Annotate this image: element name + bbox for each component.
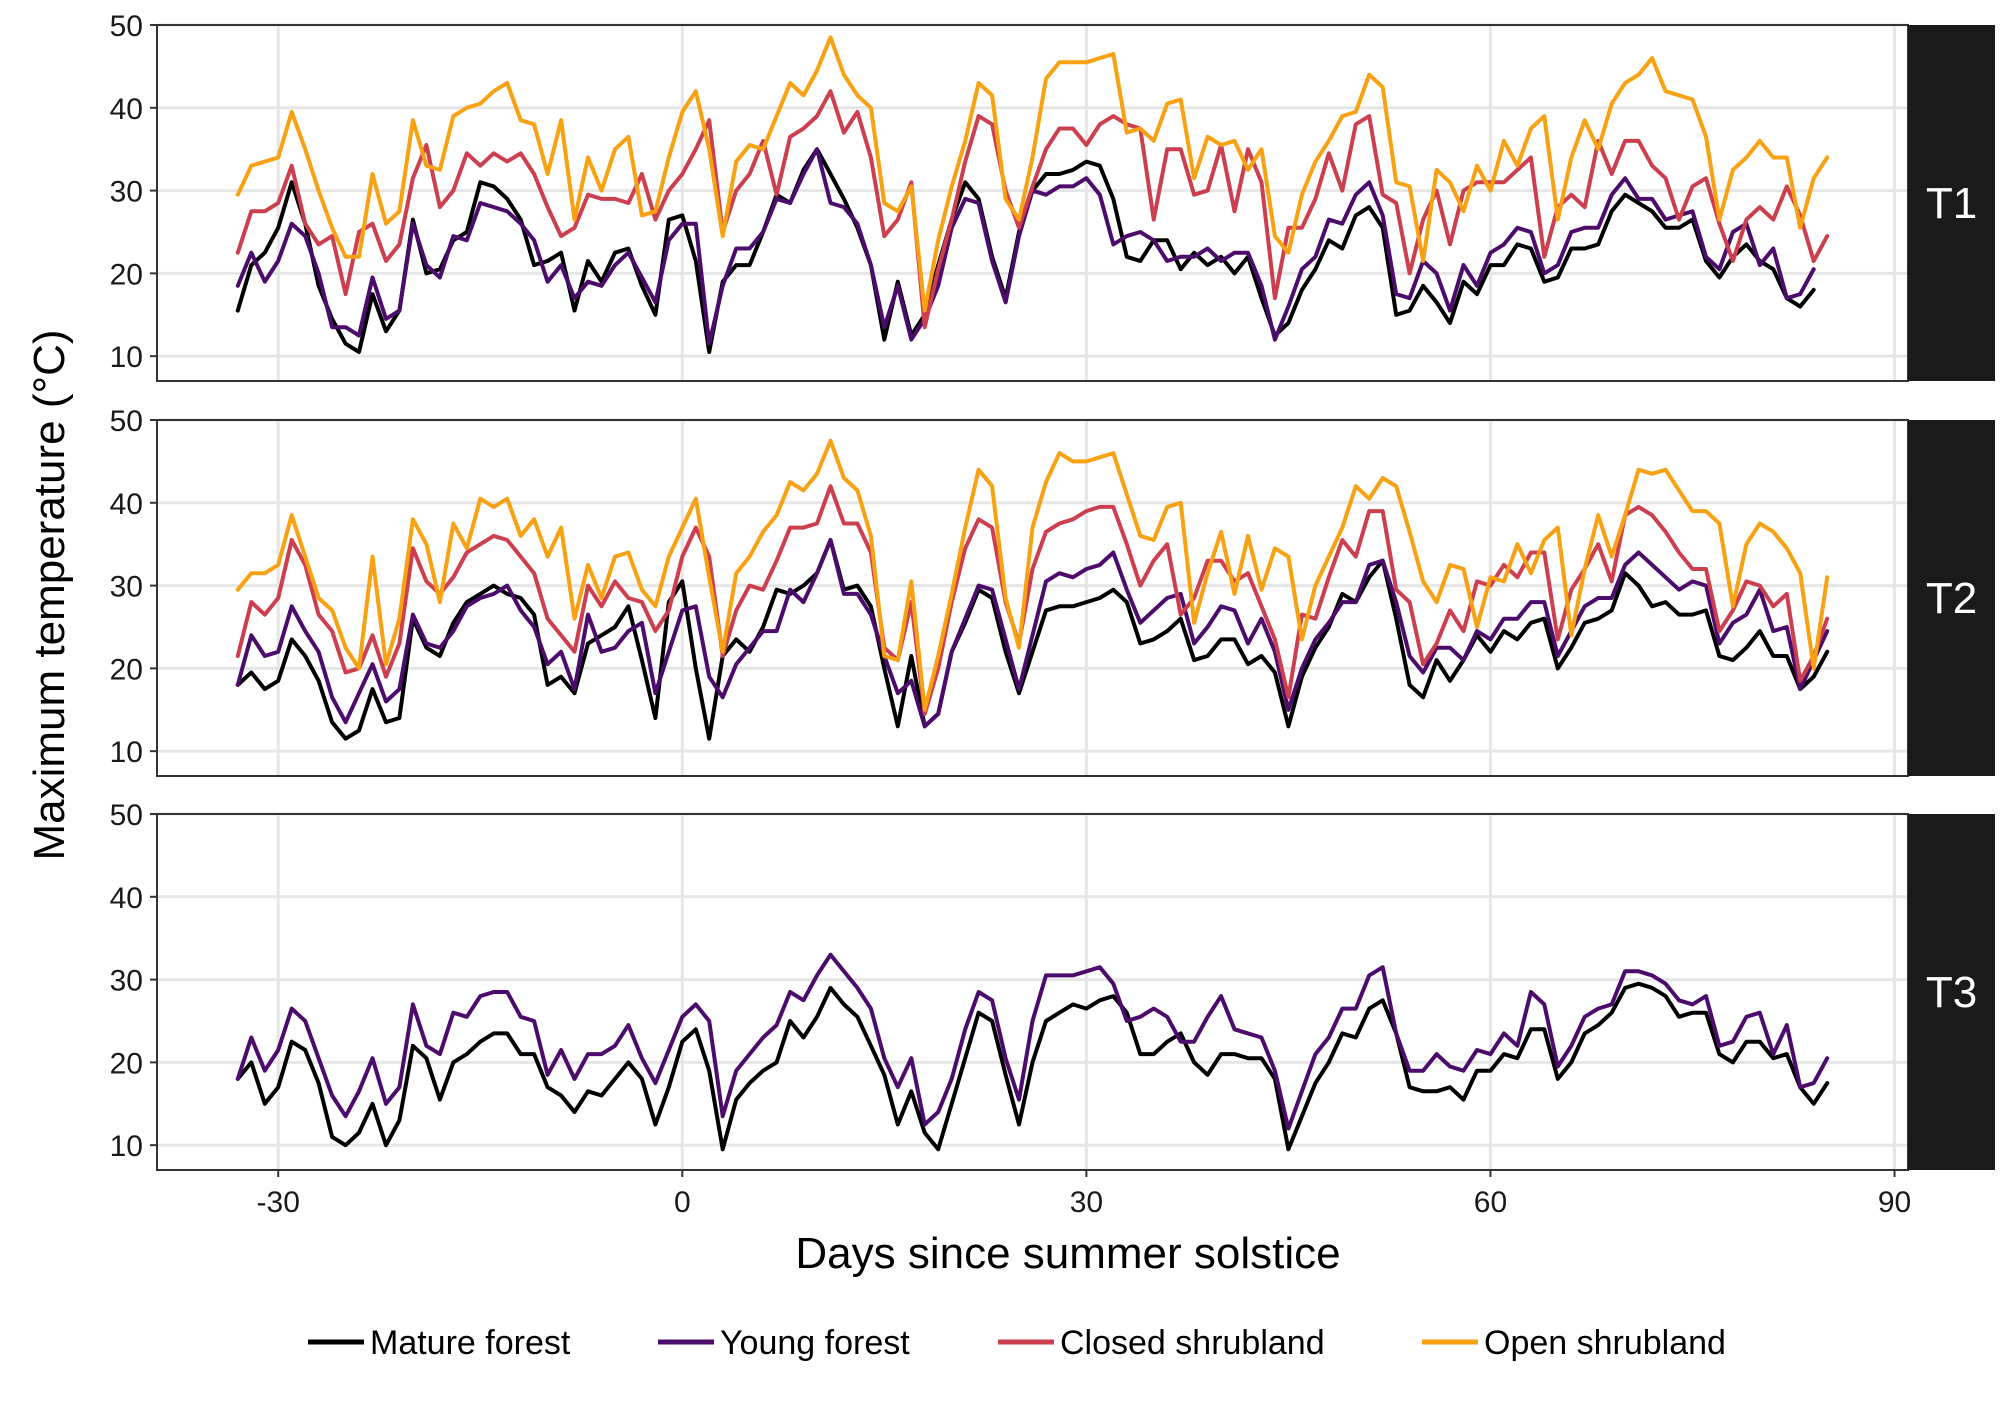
y-tick-label: 30 <box>110 571 143 604</box>
panel-background <box>157 814 1908 1170</box>
y-tick-label: 50 <box>110 799 143 832</box>
x-tick-label: 60 <box>1474 1186 1507 1219</box>
y-tick-label: 20 <box>110 1047 143 1080</box>
y-tick-label: 10 <box>110 736 143 769</box>
panel-t3: 10 20 30 40 50 T3 <box>110 799 1995 1171</box>
series-line-young-forest <box>235 952 1830 1131</box>
panels: 10 20 30 40 50 T1 10 20 30 40 50 T2 10 20 30 40 50 T3 <box>110 10 1995 1171</box>
x-tick-label: 90 <box>1878 1186 1911 1219</box>
y-tick-label: 20 <box>110 653 143 686</box>
panel-t1: 10 20 30 40 50 T1 <box>110 10 1995 382</box>
series-line-mature-forest <box>235 981 1830 1152</box>
facet-strip <box>1908 814 1995 1170</box>
legend-label: Closed shrubland <box>1060 1324 1325 1362</box>
series-line-open-shrubland <box>235 35 1830 313</box>
y-tick-label: 10 <box>110 341 143 374</box>
legend-label: Mature forest <box>370 1324 571 1362</box>
facet-strip <box>1908 25 1995 381</box>
y-tick-label: 50 <box>110 405 143 438</box>
facet-strip-label: T1 <box>1926 179 1977 228</box>
legend-item-mature-forest: Mature forest <box>308 1324 571 1362</box>
facet-strip <box>1908 420 1995 776</box>
y-tick-label: 30 <box>110 965 143 998</box>
panel-t2: 10 20 30 40 50 T2 <box>110 405 1995 777</box>
facet-strip-label: T3 <box>1926 968 1977 1017</box>
facet-strip-label: T2 <box>1926 574 1977 623</box>
y-tick-label: 40 <box>110 882 143 915</box>
series-line-young-forest <box>235 538 1830 729</box>
legend-label: Young forest <box>720 1324 910 1362</box>
x-axis-title: Days since summer solstice <box>795 1229 1340 1278</box>
y-axis-title: Maximum temperature (°C) <box>25 329 74 860</box>
y-tick-label: 40 <box>110 93 143 126</box>
legend: Mature forest Young forest Closed shrublan… <box>308 1324 1726 1362</box>
series-line-open-shrubland <box>235 438 1830 712</box>
legend-label: Open shrubland <box>1484 1324 1726 1362</box>
panel-background <box>157 25 1908 381</box>
legend-item-open-shrubland: Open shrubland <box>1422 1324 1726 1362</box>
x-tick-label: 0 <box>674 1186 691 1219</box>
x-tick-label: -30 <box>257 1186 300 1219</box>
x-axis: -30 0 30 60 90 <box>257 1170 1911 1219</box>
x-tick-label: 30 <box>1070 1186 1103 1219</box>
y-tick-label: 20 <box>110 258 143 291</box>
legend-item-closed-shrubland: Closed shrubland <box>998 1324 1325 1362</box>
y-tick-label: 30 <box>110 176 143 209</box>
series-line-closed-shrubland <box>235 484 1830 716</box>
y-tick-label: 40 <box>110 488 143 521</box>
y-tick-label: 10 <box>110 1130 143 1163</box>
legend-item-young-forest: Young forest <box>658 1324 910 1362</box>
y-tick-label: 50 <box>110 10 143 43</box>
series-line-mature-forest <box>235 538 1830 741</box>
